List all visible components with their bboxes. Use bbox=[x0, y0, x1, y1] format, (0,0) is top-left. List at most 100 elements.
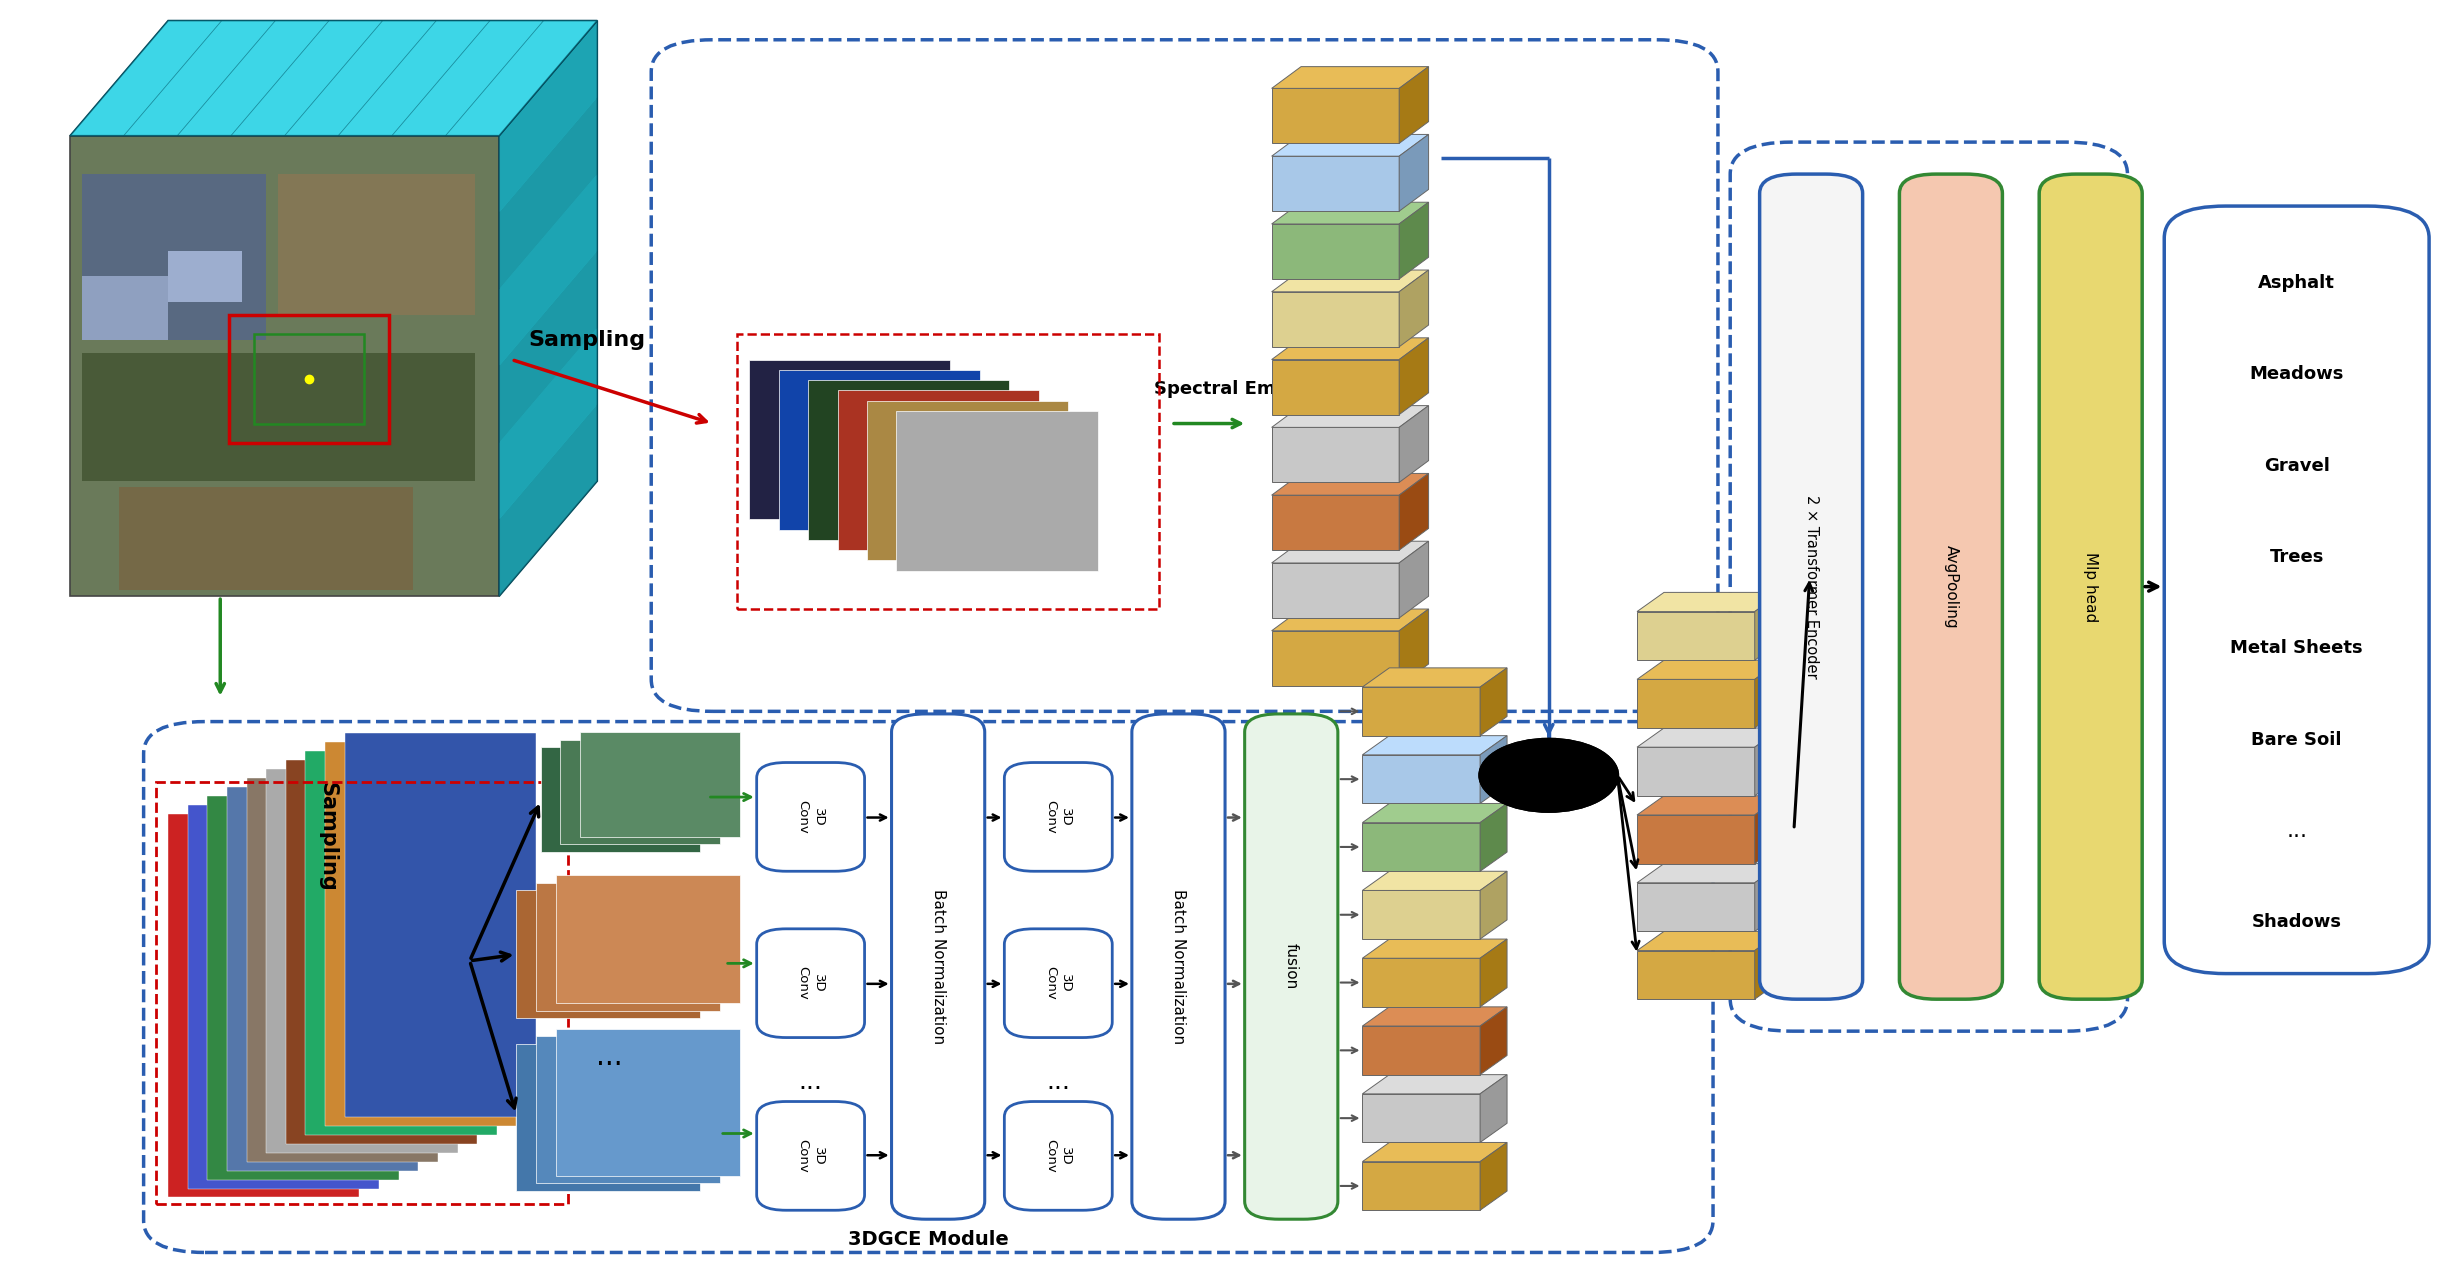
Polygon shape bbox=[1637, 592, 1782, 612]
Polygon shape bbox=[1637, 612, 1755, 660]
FancyBboxPatch shape bbox=[1004, 763, 1112, 872]
FancyBboxPatch shape bbox=[756, 1101, 864, 1210]
Polygon shape bbox=[1363, 872, 1507, 891]
Polygon shape bbox=[896, 410, 1097, 570]
Text: ...: ... bbox=[2286, 820, 2308, 841]
Polygon shape bbox=[1272, 359, 1399, 414]
Polygon shape bbox=[498, 251, 597, 442]
Polygon shape bbox=[778, 369, 980, 529]
Polygon shape bbox=[1363, 1006, 1507, 1026]
Polygon shape bbox=[1363, 1026, 1480, 1074]
Polygon shape bbox=[344, 733, 535, 1117]
Polygon shape bbox=[1637, 796, 1782, 815]
Polygon shape bbox=[167, 251, 241, 303]
Polygon shape bbox=[1272, 495, 1399, 550]
Polygon shape bbox=[277, 174, 474, 315]
Polygon shape bbox=[1755, 864, 1782, 932]
Polygon shape bbox=[1399, 473, 1429, 550]
FancyBboxPatch shape bbox=[891, 714, 984, 1219]
Polygon shape bbox=[167, 814, 358, 1197]
Polygon shape bbox=[1272, 156, 1399, 212]
Polygon shape bbox=[71, 21, 221, 136]
Polygon shape bbox=[498, 404, 597, 596]
Polygon shape bbox=[498, 21, 597, 596]
Text: Bare Soil: Bare Soil bbox=[2251, 731, 2342, 749]
Polygon shape bbox=[1272, 405, 1429, 427]
Polygon shape bbox=[1363, 891, 1480, 938]
Polygon shape bbox=[71, 136, 498, 596]
Polygon shape bbox=[1272, 563, 1399, 618]
Circle shape bbox=[1480, 740, 1618, 812]
FancyBboxPatch shape bbox=[1900, 174, 2003, 999]
Polygon shape bbox=[498, 328, 597, 519]
Polygon shape bbox=[535, 1036, 719, 1183]
Polygon shape bbox=[498, 97, 597, 290]
FancyBboxPatch shape bbox=[1004, 929, 1112, 1037]
Polygon shape bbox=[808, 379, 1009, 540]
Polygon shape bbox=[1637, 660, 1782, 679]
Polygon shape bbox=[1363, 668, 1507, 687]
Text: 3D
Conv: 3D Conv bbox=[795, 967, 825, 1000]
Polygon shape bbox=[516, 891, 700, 1018]
Polygon shape bbox=[1363, 736, 1507, 755]
Text: Sampling: Sampling bbox=[528, 331, 646, 350]
Polygon shape bbox=[1637, 950, 1755, 999]
FancyBboxPatch shape bbox=[2040, 174, 2143, 999]
Polygon shape bbox=[1399, 609, 1429, 686]
Polygon shape bbox=[1363, 958, 1480, 1006]
Polygon shape bbox=[498, 21, 597, 213]
Polygon shape bbox=[71, 21, 597, 136]
Text: 3DGCE Module: 3DGCE Module bbox=[847, 1229, 1009, 1249]
Polygon shape bbox=[1363, 1074, 1507, 1094]
Polygon shape bbox=[1363, 687, 1480, 736]
Polygon shape bbox=[1272, 292, 1399, 346]
FancyBboxPatch shape bbox=[2165, 206, 2428, 973]
Polygon shape bbox=[123, 21, 275, 136]
Polygon shape bbox=[498, 174, 597, 365]
FancyBboxPatch shape bbox=[756, 763, 864, 872]
FancyBboxPatch shape bbox=[756, 929, 864, 1037]
Text: 3D
Conv: 3D Conv bbox=[795, 800, 825, 833]
Polygon shape bbox=[246, 778, 437, 1161]
Text: Mlp head: Mlp head bbox=[2084, 551, 2099, 622]
Polygon shape bbox=[1399, 135, 1429, 212]
Polygon shape bbox=[1272, 67, 1429, 88]
Text: Spectral Emb: Spectral Emb bbox=[1154, 379, 1289, 397]
Polygon shape bbox=[1480, 1074, 1507, 1142]
Polygon shape bbox=[177, 21, 329, 136]
Text: Asphalt: Asphalt bbox=[2259, 274, 2335, 292]
Text: Meadows: Meadows bbox=[2249, 365, 2345, 383]
Polygon shape bbox=[83, 353, 474, 481]
Polygon shape bbox=[867, 400, 1068, 560]
Polygon shape bbox=[187, 805, 378, 1188]
Polygon shape bbox=[1363, 938, 1507, 958]
Polygon shape bbox=[1480, 668, 1507, 736]
Polygon shape bbox=[1363, 823, 1480, 872]
Polygon shape bbox=[1637, 883, 1755, 932]
Polygon shape bbox=[339, 21, 491, 136]
Polygon shape bbox=[1399, 338, 1429, 414]
Polygon shape bbox=[1363, 1094, 1480, 1142]
Polygon shape bbox=[1755, 932, 1782, 999]
Polygon shape bbox=[1755, 660, 1782, 728]
Polygon shape bbox=[1637, 932, 1782, 950]
Text: fusion: fusion bbox=[1284, 944, 1299, 990]
FancyBboxPatch shape bbox=[1245, 714, 1338, 1219]
Polygon shape bbox=[1363, 804, 1507, 823]
Polygon shape bbox=[535, 883, 719, 1010]
Polygon shape bbox=[444, 21, 597, 136]
Polygon shape bbox=[1399, 67, 1429, 144]
Text: Batch Normalization: Batch Normalization bbox=[1171, 888, 1186, 1044]
Polygon shape bbox=[285, 21, 437, 136]
Polygon shape bbox=[1399, 203, 1429, 279]
Polygon shape bbox=[1272, 609, 1429, 631]
Polygon shape bbox=[1272, 224, 1399, 279]
Polygon shape bbox=[1272, 271, 1429, 292]
Polygon shape bbox=[555, 1028, 739, 1176]
Polygon shape bbox=[1637, 728, 1782, 747]
Polygon shape bbox=[837, 390, 1038, 550]
Polygon shape bbox=[1480, 804, 1507, 872]
Polygon shape bbox=[1755, 796, 1782, 864]
Polygon shape bbox=[285, 760, 476, 1144]
Text: ...: ... bbox=[597, 1042, 624, 1070]
